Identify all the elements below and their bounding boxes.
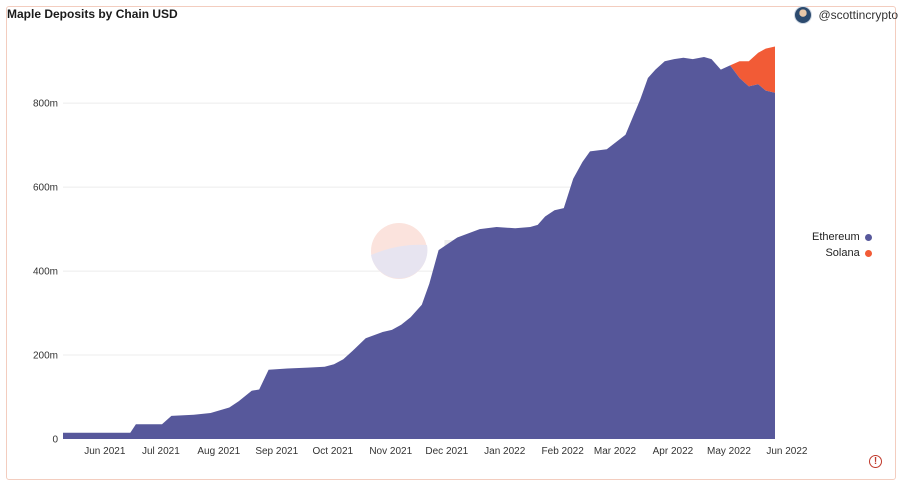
x-tick-label: Jan 2022 [484,446,526,457]
x-tick-label: Mar 2022 [594,446,637,457]
legend-item-ethereum[interactable]: Ethereum [812,229,872,245]
series-area-ethereum [63,57,775,439]
legend-item-solana[interactable]: Solana [812,245,872,261]
x-tick-label: Dec 2021 [425,446,468,457]
legend-label-ethereum: Ethereum [812,231,860,243]
avatar [794,6,813,24]
chart-title: Maple Deposits by Chain USD [7,7,178,21]
x-tick-label: Jul 2021 [142,446,180,457]
legend-swatch-ethereum [864,233,872,241]
y-tick-label: 600m [33,183,58,194]
x-tick-label: Oct 2021 [313,446,354,457]
y-tick-label: 800m [33,99,58,110]
area-layer [63,46,775,439]
x-tick-label: Jun 2021 [84,446,126,457]
y-tick-label: 400m [33,267,58,278]
dune-logo-lower [371,244,428,279]
x-tick-label: Apr 2022 [653,446,694,457]
x-axis: Jun 2021 Jul 2021 Aug 2021 Sep 2021 Oct 2021… [84,446,808,457]
y-tick-label: 200m [33,351,58,362]
y-axis: 0 200m 400m 600m 800m [33,99,58,446]
x-tick-label: Aug 2021 [197,446,240,457]
legend-label-solana: Solana [825,247,860,259]
x-tick-label: May 2022 [707,446,751,457]
x-tick-label: Sep 2021 [255,446,298,457]
x-tick-label: Jun 2022 [766,446,808,457]
author-name: @scottincrypto [818,8,898,22]
x-tick-label: Feb 2022 [542,446,585,457]
y-tick-label: 0 [52,435,58,446]
author-link[interactable]: @scottincrypto [794,6,898,24]
warning-icon[interactable]: ! [869,455,882,468]
x-tick-label: Nov 2021 [369,446,412,457]
legend: Ethereum Solana [812,229,872,261]
legend-swatch-solana [864,249,872,257]
